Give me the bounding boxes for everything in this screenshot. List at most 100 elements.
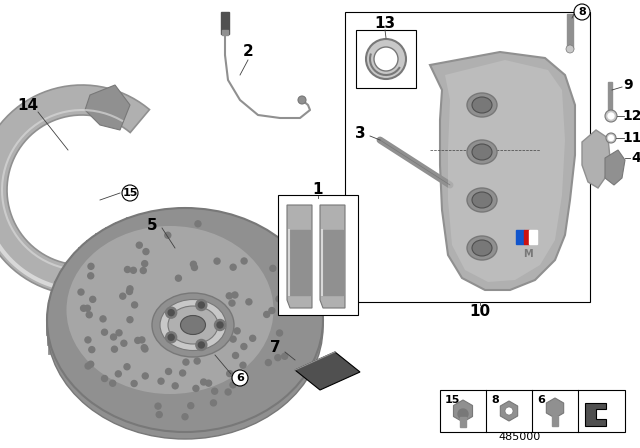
Circle shape [85,337,91,343]
Circle shape [158,378,164,384]
Ellipse shape [467,188,497,212]
Circle shape [198,302,204,308]
Polygon shape [445,60,565,282]
Circle shape [276,296,282,302]
Ellipse shape [168,306,218,344]
Circle shape [188,403,194,409]
Circle shape [175,275,181,281]
Circle shape [168,310,174,316]
Circle shape [217,322,223,328]
Circle shape [282,353,288,359]
Bar [288,230,310,295]
Circle shape [295,297,301,303]
Text: M: M [523,249,533,259]
Circle shape [168,334,174,340]
Circle shape [230,382,236,388]
Circle shape [198,342,204,348]
Text: 485000: 485000 [499,432,541,442]
Circle shape [374,47,398,71]
Circle shape [196,300,207,310]
Ellipse shape [472,192,492,208]
Circle shape [142,346,148,352]
Text: 7: 7 [269,340,280,356]
Circle shape [84,305,90,311]
Polygon shape [582,130,610,188]
Circle shape [180,370,186,376]
Circle shape [298,96,306,104]
Circle shape [240,362,246,368]
Circle shape [193,385,199,392]
Text: 15: 15 [122,188,138,198]
Ellipse shape [467,140,497,164]
Bar [552,416,558,426]
Text: 10: 10 [469,305,491,319]
Circle shape [191,264,198,271]
Circle shape [241,344,247,349]
Text: 5: 5 [147,217,157,233]
Circle shape [127,317,133,323]
Circle shape [156,412,162,418]
Bar [524,230,529,244]
Circle shape [109,380,116,386]
Ellipse shape [180,315,205,335]
Circle shape [136,242,142,248]
Circle shape [229,300,235,306]
Ellipse shape [152,293,234,357]
Text: 1: 1 [313,182,323,198]
Polygon shape [0,85,173,295]
Text: 8: 8 [578,7,586,17]
Circle shape [366,39,406,79]
Circle shape [214,319,225,331]
Polygon shape [430,52,575,290]
Circle shape [120,293,126,299]
Circle shape [211,400,216,406]
Text: 13: 13 [374,17,396,31]
Polygon shape [585,403,606,426]
Circle shape [166,307,177,318]
Circle shape [155,403,161,409]
Circle shape [195,221,201,227]
Circle shape [102,375,108,382]
Circle shape [85,363,91,369]
Circle shape [191,261,196,267]
Ellipse shape [472,240,492,256]
Text: 14: 14 [17,98,38,112]
Text: 8: 8 [491,395,499,405]
Circle shape [124,267,131,272]
Circle shape [241,258,247,264]
Circle shape [122,185,138,201]
Text: 6: 6 [236,373,244,383]
Bar [345,12,590,302]
Circle shape [86,312,92,318]
Circle shape [194,358,200,364]
Circle shape [135,337,141,344]
Circle shape [143,249,149,254]
Ellipse shape [472,97,492,113]
Ellipse shape [67,226,273,394]
Circle shape [266,360,271,366]
Circle shape [246,299,252,305]
Ellipse shape [160,300,226,350]
Circle shape [230,264,236,270]
Circle shape [269,308,275,314]
Circle shape [111,346,118,352]
Circle shape [200,379,207,385]
Bar [567,14,573,49]
Circle shape [131,380,137,387]
Text: 6: 6 [537,395,545,405]
Bar [440,390,625,432]
Circle shape [605,110,617,122]
Circle shape [232,370,248,386]
Text: 4: 4 [631,151,640,165]
Circle shape [609,135,614,141]
Circle shape [164,232,171,238]
Circle shape [139,337,145,343]
Polygon shape [55,265,95,300]
Circle shape [102,329,108,335]
Circle shape [100,316,106,322]
Circle shape [88,273,93,279]
Circle shape [264,311,269,318]
Text: 12: 12 [622,109,640,123]
Ellipse shape [472,144,492,160]
Ellipse shape [467,236,497,260]
